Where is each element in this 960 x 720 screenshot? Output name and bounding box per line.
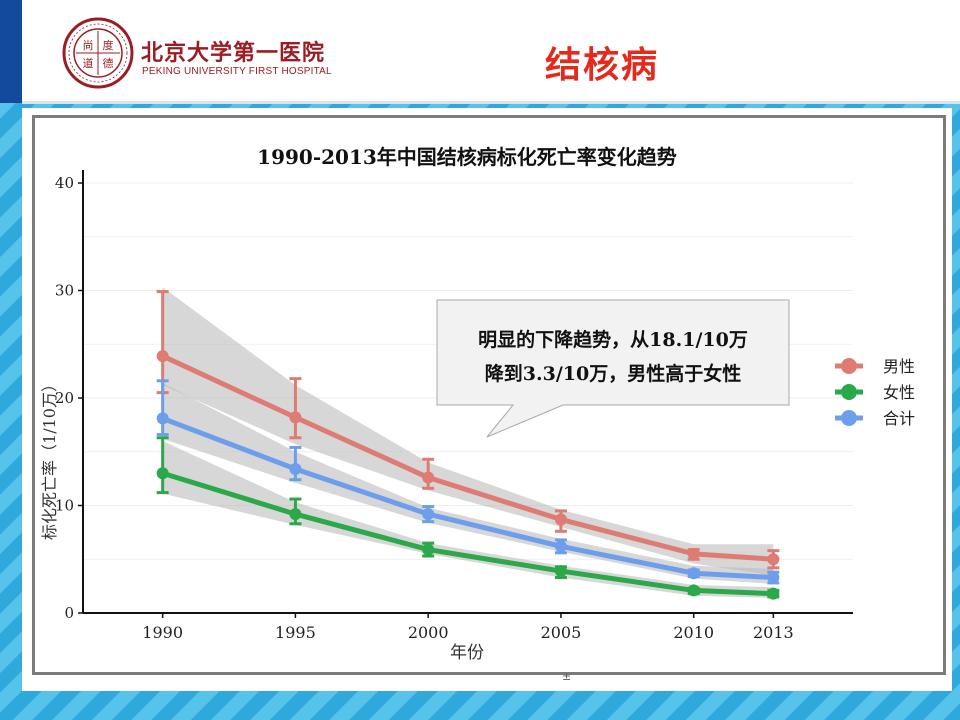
y-tick-label: 0 [64,604,74,622]
chart-frame: 1990-2013年中国结核病标化死亡率变化趋势 0 10 20 30 40 1990 19… [32,115,946,675]
data-point [554,513,567,526]
y-tick-label: 40 [55,174,74,192]
legend-marker [841,384,857,400]
stray-mark: ± [562,670,572,683]
header-divider [22,101,960,104]
data-point [422,471,435,484]
confidence-bands [162,287,774,598]
data-point [767,587,780,600]
legend-marker [841,358,857,374]
data-point [687,567,700,580]
header-accent-bar [0,0,22,103]
legend-label: 男性 [883,357,915,376]
data-point [687,547,700,560]
hospital-name-cn: 北京大学第一医院 [141,40,326,66]
svg-text:道: 道 [83,56,94,70]
x-tick-label: 1995 [275,623,316,642]
x-tick-label: 1990 [142,623,183,642]
x-tick-label: 2013 [753,623,794,642]
trend-chart: 1990-2013年中国结核病标化死亡率变化趋势 0 10 20 30 40 1990 19… [40,145,915,663]
data-point [554,540,567,553]
x-tick-label: 2005 [541,623,582,642]
legend-marker [841,410,857,426]
data-point [554,565,567,578]
data-point [422,543,435,556]
data-point [156,412,169,425]
y-tick-label: 10 [55,497,74,515]
chart-title: 1990-2013年中国结核病标化死亡率变化趋势 [257,145,677,169]
series-lines [156,290,780,600]
x-axis-label: 年份 [450,643,484,663]
annotation-callout: 明显的下降趋势，从18.1/10万 降到3.3/10万，男性高于女性 [436,299,790,438]
annotation-line-2: 降到3.3/10万，男性高于女性 [485,362,741,385]
x-tick-label: 2000 [408,623,449,642]
svg-text:尚: 尚 [83,38,94,52]
svg-text:德: 德 [103,56,114,70]
x-tick-label: 2010 [673,623,714,642]
data-point [767,553,780,566]
series-line [161,416,774,581]
data-point [767,571,780,584]
confidence-band-女性 [162,441,774,598]
series-line [161,470,774,597]
confidence-band-男性 [162,287,774,576]
data-point [422,508,435,521]
hospital-name-en: PEKING UNIVERSITY FIRST HOSPITAL [142,66,332,77]
page-title: 结核病 [545,45,660,86]
y-axis-label: 标化死亡率（1/10万） [40,376,59,540]
y-tick-label: 30 [55,282,74,300]
data-point [289,508,302,521]
legend-label: 合计 [883,409,915,428]
data-point [289,411,302,424]
data-point [687,584,700,597]
legend-label: 女性 [883,383,915,402]
axes: 0 10 20 30 40 1990 1995 2000 2005 2010 2013 [55,170,853,642]
hospital-seal-logo: 尚 度 道 德 [62,17,134,89]
data-point [289,462,302,475]
data-point [156,467,169,480]
annotation-line-1: 明显的下降趋势，从18.1/10万 [478,328,748,351]
y-tick-label: 20 [55,389,74,407]
data-point [156,350,169,363]
svg-text:度: 度 [103,38,114,52]
series-line [161,353,774,562]
slide-header: 尚 度 道 德 北京大学第一医院 PEKING UNIVERSITY FIRST… [0,0,960,103]
